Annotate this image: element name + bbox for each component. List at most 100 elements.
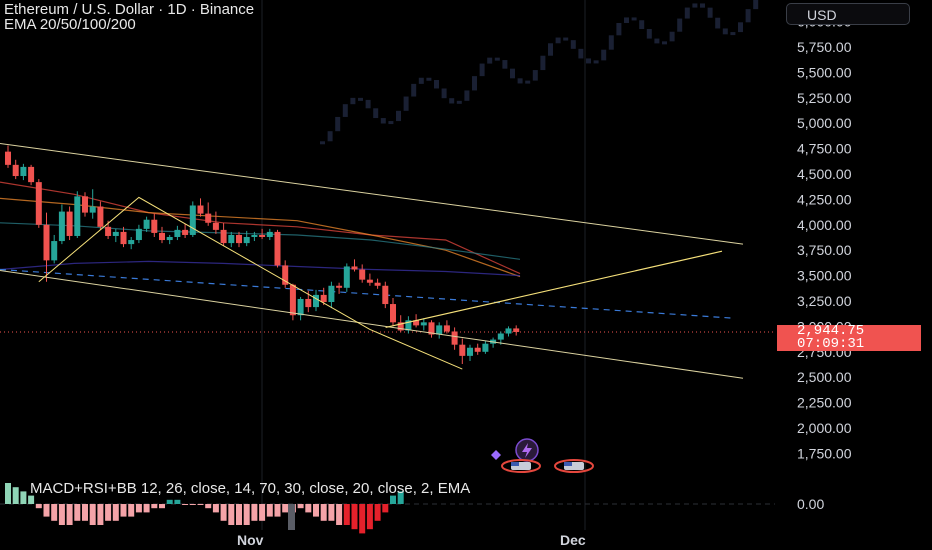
macd-bar [336,504,343,525]
bg-candle [464,90,470,101]
bg-candle [441,88,447,99]
bg-candle [669,31,675,42]
macd-bar [20,491,27,504]
candle-body [143,219,150,229]
candle-body [289,284,296,316]
symbol-title: Ethereum / U.S. Dollar · 1D · Binance [4,1,255,18]
macd-bar [112,504,119,521]
macd-bar [43,504,50,517]
candle-body [112,231,119,236]
bg-candle [517,78,523,84]
bg-candle [616,22,622,36]
candle-body [259,234,266,237]
macd-bar [128,504,135,517]
price-tick-label: 5,500.00 [797,64,852,80]
macd-bar [182,504,189,505]
candle-body [197,205,204,214]
macd-bar [189,504,196,505]
candle-body [135,228,142,241]
drawings [0,143,744,379]
bg-candle [540,55,546,71]
macd-bar [274,504,281,517]
candle-body [359,269,366,280]
us-flag-icon [564,462,572,466]
macd-bar [28,495,35,504]
macd-bar [35,504,42,509]
candle-body [351,266,358,270]
candle-body [251,234,258,237]
candle-body [51,241,58,261]
candle-body [120,231,127,245]
price-tick-label: 4,000.00 [797,217,852,233]
macd-bar [259,504,266,521]
bg-candle [563,37,569,41]
candle-body [374,282,381,286]
macd-bar [205,504,212,509]
candle-body [328,285,335,303]
bg-candle [502,60,508,69]
macd-bar [82,504,88,521]
candle-body [58,211,65,242]
channel-upper-line [0,143,744,245]
price-tick-label: 3,500.00 [797,268,852,284]
candle-body [20,166,27,177]
macd-bar [320,504,327,521]
price-tick-label: 2,500.00 [797,369,852,385]
candle-body [236,234,242,244]
candle-body [212,222,219,230]
candle-body [366,279,373,283]
macd-bar [197,504,204,505]
bg-candle [335,116,341,132]
candle-body [459,344,466,356]
bg-candle [396,110,401,122]
time-label: Nov [237,532,264,548]
candle-body [282,265,289,285]
bg-candle [418,77,424,84]
macd-bar [105,504,112,521]
price-tick-label: 5,750.00 [797,39,852,55]
candle-body [174,229,181,237]
bg-candle [677,18,683,32]
currency-button[interactable]: USD [786,3,910,25]
bg-candle [692,3,698,8]
macd-bar [366,504,373,530]
us-flag-icon [501,459,541,473]
macd-bar [243,504,250,525]
bg-candle [487,57,493,64]
candle-body [443,325,450,332]
bg-candle [624,17,629,23]
bg-candle [449,98,455,104]
macd-bar [328,504,335,521]
bg-candle [373,108,379,119]
candle-body [12,164,19,177]
macd-bar [390,495,396,504]
candle-body [482,343,489,352]
candle-body [405,320,412,331]
candle-body [159,232,165,241]
candle-body [189,205,196,235]
candle-body [413,320,420,326]
bg-candle [707,7,713,18]
candle-body [390,304,396,323]
candle-body [382,285,389,305]
candle-body [166,236,173,241]
macd-bar [166,499,173,504]
macd-bar [343,504,350,525]
candle-body [420,322,427,326]
projection-line [385,250,723,329]
macd-legend[interactable]: MACD+RSI+BB 12, 26, close, 14, 70, 30, c… [30,480,471,497]
candle-body [151,219,158,233]
macd-bar [220,504,227,521]
bg-candle [548,43,553,56]
candle-body [513,328,520,333]
ema-legend[interactable]: EMA 20/50/100/200 [4,16,136,33]
candle-body [266,231,273,237]
bg-candle [525,80,531,84]
bg-candle [342,104,348,117]
bg-candle [411,83,417,97]
bg-candle [510,68,515,79]
bg-candle [380,118,386,124]
macd-bar [174,499,181,504]
bg-candle [745,9,751,23]
